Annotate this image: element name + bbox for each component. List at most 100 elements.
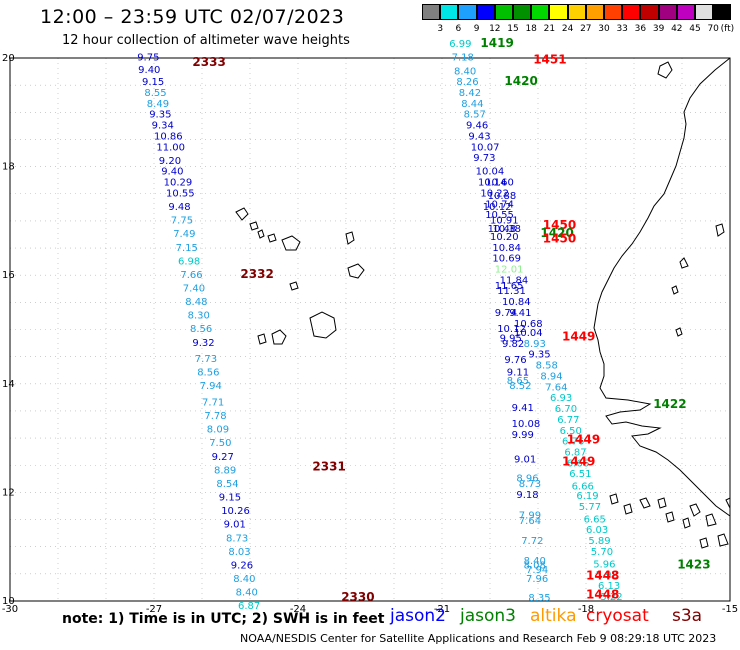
- wave-height-value: 7.73: [195, 354, 217, 365]
- wave-height-value: 6.50: [560, 426, 582, 437]
- wave-height-value: 11.31: [497, 286, 526, 297]
- wave-height-value: 8.56: [197, 368, 219, 379]
- wave-height-value: 8.03: [228, 547, 250, 558]
- wave-height-value: 8.08: [524, 560, 546, 571]
- wave-height-value: 9.15: [219, 493, 241, 504]
- wave-height-value: 8.48: [185, 297, 207, 308]
- wave-height-value: 9.75: [137, 53, 159, 64]
- x-tick-label: -21: [434, 604, 450, 615]
- wave-height-value: 9.46: [466, 121, 488, 132]
- wave-height-value: 6.77: [557, 415, 579, 426]
- island-outline: [675, 327, 683, 337]
- island-outline: [267, 233, 277, 243]
- pass-time-label: 1423: [677, 557, 710, 571]
- wave-height-value: 9.99: [512, 430, 534, 441]
- note-text: note: 1) Time is in UTC; 2) SWH is in fe…: [62, 611, 385, 627]
- y-tick-label: 16: [2, 270, 15, 281]
- wave-height-value: 8.30: [188, 311, 210, 322]
- wave-height-value: 9.01: [224, 520, 246, 531]
- map-frame: [9, 57, 731, 602]
- wave-height-value: 5.22: [600, 592, 622, 603]
- island-outline: [679, 257, 689, 269]
- africa-coastline: [593, 57, 731, 517]
- island-outline: [657, 61, 673, 79]
- x-tick-label: -27: [146, 604, 162, 615]
- wave-height-value: 9.35: [528, 350, 550, 361]
- wave-height-value: 8.94: [540, 371, 562, 382]
- wave-height-value: 10.86: [154, 131, 183, 142]
- island-outline: [249, 221, 259, 231]
- legend-cryosat: cryosat: [586, 606, 649, 626]
- wave-height-value: 6.87: [564, 447, 586, 458]
- colorbar-swatch: [549, 4, 568, 20]
- wave-height-value: 6.13: [598, 581, 620, 592]
- wave-height-value: 10.84: [502, 297, 531, 308]
- island-outline: [657, 497, 667, 509]
- x-tick-label: -24: [290, 604, 306, 615]
- island-outline: [725, 497, 731, 509]
- wave-height-value: 10.69: [492, 254, 521, 265]
- wave-height-value: 8.57: [464, 110, 486, 121]
- wave-height-value: 7.71: [202, 398, 224, 409]
- island-outline: [639, 497, 651, 509]
- wave-height-value: 7.15: [176, 243, 198, 254]
- wave-height-value: 8.44: [461, 99, 483, 110]
- island-outline: [682, 517, 691, 529]
- wave-height-value: 7.49: [173, 229, 195, 240]
- wave-height-value: 6.70: [555, 404, 577, 415]
- wave-height-value: 10.38: [492, 224, 521, 235]
- wave-height-value: 7.94: [526, 565, 548, 576]
- wave-height-value: 7.40: [183, 283, 205, 294]
- colorbar-label: 21: [543, 24, 556, 34]
- island-outline: [665, 511, 675, 523]
- pass-time-label: 1448: [586, 568, 619, 582]
- wave-height-value: 8.73: [519, 479, 541, 490]
- island-outline: [717, 533, 729, 547]
- wave-height-value: 7.99: [519, 510, 541, 521]
- wave-height-value: 7.75: [171, 216, 193, 227]
- wave-height-value: 8.54: [216, 479, 238, 490]
- pass-time-label: 1419: [480, 36, 513, 50]
- wave-height-value: 9.18: [516, 490, 538, 501]
- island-outline: [705, 513, 717, 527]
- colorbar-label: 30: [598, 24, 610, 34]
- wave-height-value: 10.20: [490, 232, 519, 243]
- colorbar-swatch: [658, 4, 677, 20]
- colorbar-label: 9: [473, 24, 480, 34]
- x-tick-label: -15: [722, 604, 738, 615]
- colorbar-swatch: [585, 4, 604, 20]
- wave-height-value: 10.68: [514, 319, 543, 330]
- island-outline: [289, 281, 299, 291]
- wave-height-value: 10.60: [485, 178, 514, 189]
- wave-height-value: 10.22: [480, 188, 509, 199]
- colorbar-swatch: [531, 4, 550, 20]
- wave-height-value: 8.26: [456, 77, 478, 88]
- wave-height-value: 10.29: [164, 178, 193, 189]
- island-outline: [347, 263, 365, 279]
- pass-time-label: 2333: [192, 55, 225, 69]
- wave-height-value: 7.64: [519, 516, 541, 527]
- y-tick-label: 14: [2, 379, 15, 390]
- wave-height-value: 7.50: [209, 438, 231, 449]
- wave-height-value: 8.65: [507, 376, 529, 387]
- wave-height-value: 10.12: [497, 324, 526, 335]
- colorbar-swatch: [513, 4, 532, 20]
- wave-height-value: 9.41: [512, 403, 534, 414]
- y-tick-label: 18: [2, 162, 15, 173]
- colorbar-swatch: [476, 4, 495, 20]
- pass-time-label: 2330: [341, 590, 374, 604]
- wave-height-value: 10.84: [492, 243, 521, 254]
- wave-height-value: 5.92: [596, 570, 618, 581]
- colorbar-swatch: [440, 4, 459, 20]
- colorbar-swatch: [676, 4, 695, 20]
- wave-height-value: 8.42: [459, 88, 481, 99]
- island-outline: [609, 493, 619, 505]
- wave-height-value: 7.66: [180, 270, 202, 281]
- colorbar-label: 15: [507, 24, 519, 34]
- pass-time-label: 1449: [562, 329, 595, 343]
- wave-height-observations: 9.759.409.158.558.499.359.3410.8611.009.…: [137, 39, 622, 612]
- axis-ticks: -30 -27 -24 -21 -18 -15 20 18 16 14 12 10: [2, 53, 738, 615]
- island-outline: [257, 333, 267, 345]
- wave-height-value: 8.49: [147, 99, 169, 110]
- wave-height-value: 10.07: [471, 142, 500, 153]
